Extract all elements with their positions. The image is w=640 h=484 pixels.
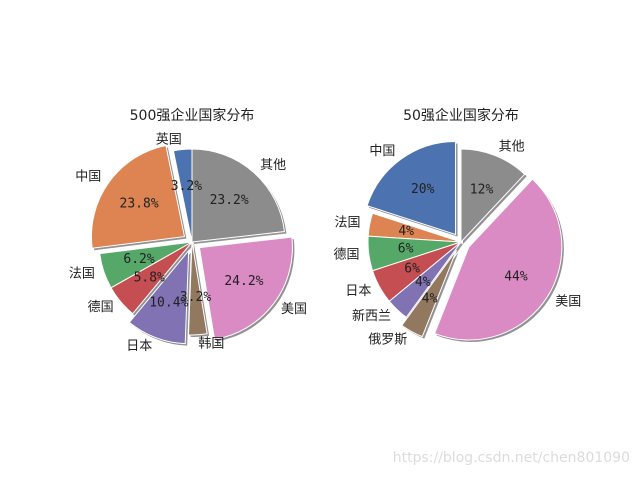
slice-percent-label: 6.2% — [123, 252, 154, 267]
slice-label: 其他 — [499, 139, 525, 154]
slice-label: 中国 — [75, 169, 101, 184]
slice-percent-label: 6% — [398, 241, 414, 256]
pie-wedge — [433, 178, 563, 341]
slice-label: 日本 — [345, 284, 371, 299]
pie-wedge — [128, 249, 190, 345]
watermark: https://blog.csdn.net/chen801090 — [392, 450, 630, 466]
slice-label: 美国 — [555, 294, 581, 309]
pie-wedge — [366, 140, 457, 236]
pie-wedge — [460, 148, 526, 244]
slice-percent-label: 23.2% — [210, 193, 249, 208]
slice-label: 德国 — [88, 300, 114, 315]
pie-labels: 英国 3.2% 中国 23.8% 法国 6.2% 德国 5.8% 日本 10.4% 韩国 3.2% 美国… — [69, 133, 307, 354]
slice-percent-label: 12% — [470, 183, 494, 198]
slice-label: 法国 — [69, 267, 95, 282]
slice-label: 美国 — [281, 302, 307, 317]
slice-label: 英国 — [156, 133, 182, 148]
slice-percent-label: 5.8% — [134, 270, 165, 285]
slice-label: 新西兰 — [352, 308, 391, 324]
pie-chart-50: 50强企业国家分布 中国 20% 法国 4% 德国 6% 日本 6% 新西兰 4% 俄罗斯 4% 美国 4… — [333, 107, 581, 347]
pie-chart-500: 500强企业国家分布 英国 3.2% 中国 23.8% 法国 6.2% 德国 5.8% 日本 10… — [69, 107, 307, 354]
slice-label: 法国 — [334, 215, 360, 230]
pie-wedges — [91, 144, 293, 345]
slice-percent-label: 20% — [411, 182, 435, 197]
slice-label: 日本 — [126, 339, 152, 354]
chart-title-50: 50强企业国家分布 — [403, 107, 519, 124]
pie-wedge — [110, 241, 193, 315]
slice-percent-label: 4% — [415, 275, 431, 290]
pie-wedge — [388, 241, 462, 318]
pie-wedge — [187, 241, 208, 336]
pie-wedge — [91, 144, 186, 249]
pie-wedges — [366, 140, 563, 341]
slice-percent-label: 6% — [404, 261, 420, 276]
slice-label: 俄罗斯 — [368, 332, 407, 347]
pie-wedge — [401, 249, 457, 338]
slice-percent-label: 4% — [398, 224, 414, 239]
slice-percent-label: 4% — [422, 292, 438, 307]
pie-labels: 中国 20% 法国 4% 德国 6% 日本 6% 新西兰 4% 俄罗斯 4% 美国 44% 其他 12% — [333, 139, 581, 347]
slice-label: 其他 — [260, 158, 286, 173]
slice-label: 韩国 — [198, 337, 224, 352]
chart-title-500: 500强企业国家分布 — [130, 107, 255, 124]
pie-wedge — [198, 236, 293, 340]
slice-percent-label: 44% — [504, 269, 528, 284]
slice-percent-label: 10.4% — [149, 295, 188, 310]
slice-label: 中国 — [369, 144, 395, 159]
slice-label: 德国 — [333, 247, 359, 262]
pie-wedge — [191, 148, 285, 243]
slice-percent-label: 3.2% — [180, 290, 211, 305]
slice-percent-label: 23.8% — [120, 197, 159, 212]
slice-percent-label: 3.2% — [171, 179, 202, 194]
slice-percent-label: 24.2% — [224, 274, 263, 289]
